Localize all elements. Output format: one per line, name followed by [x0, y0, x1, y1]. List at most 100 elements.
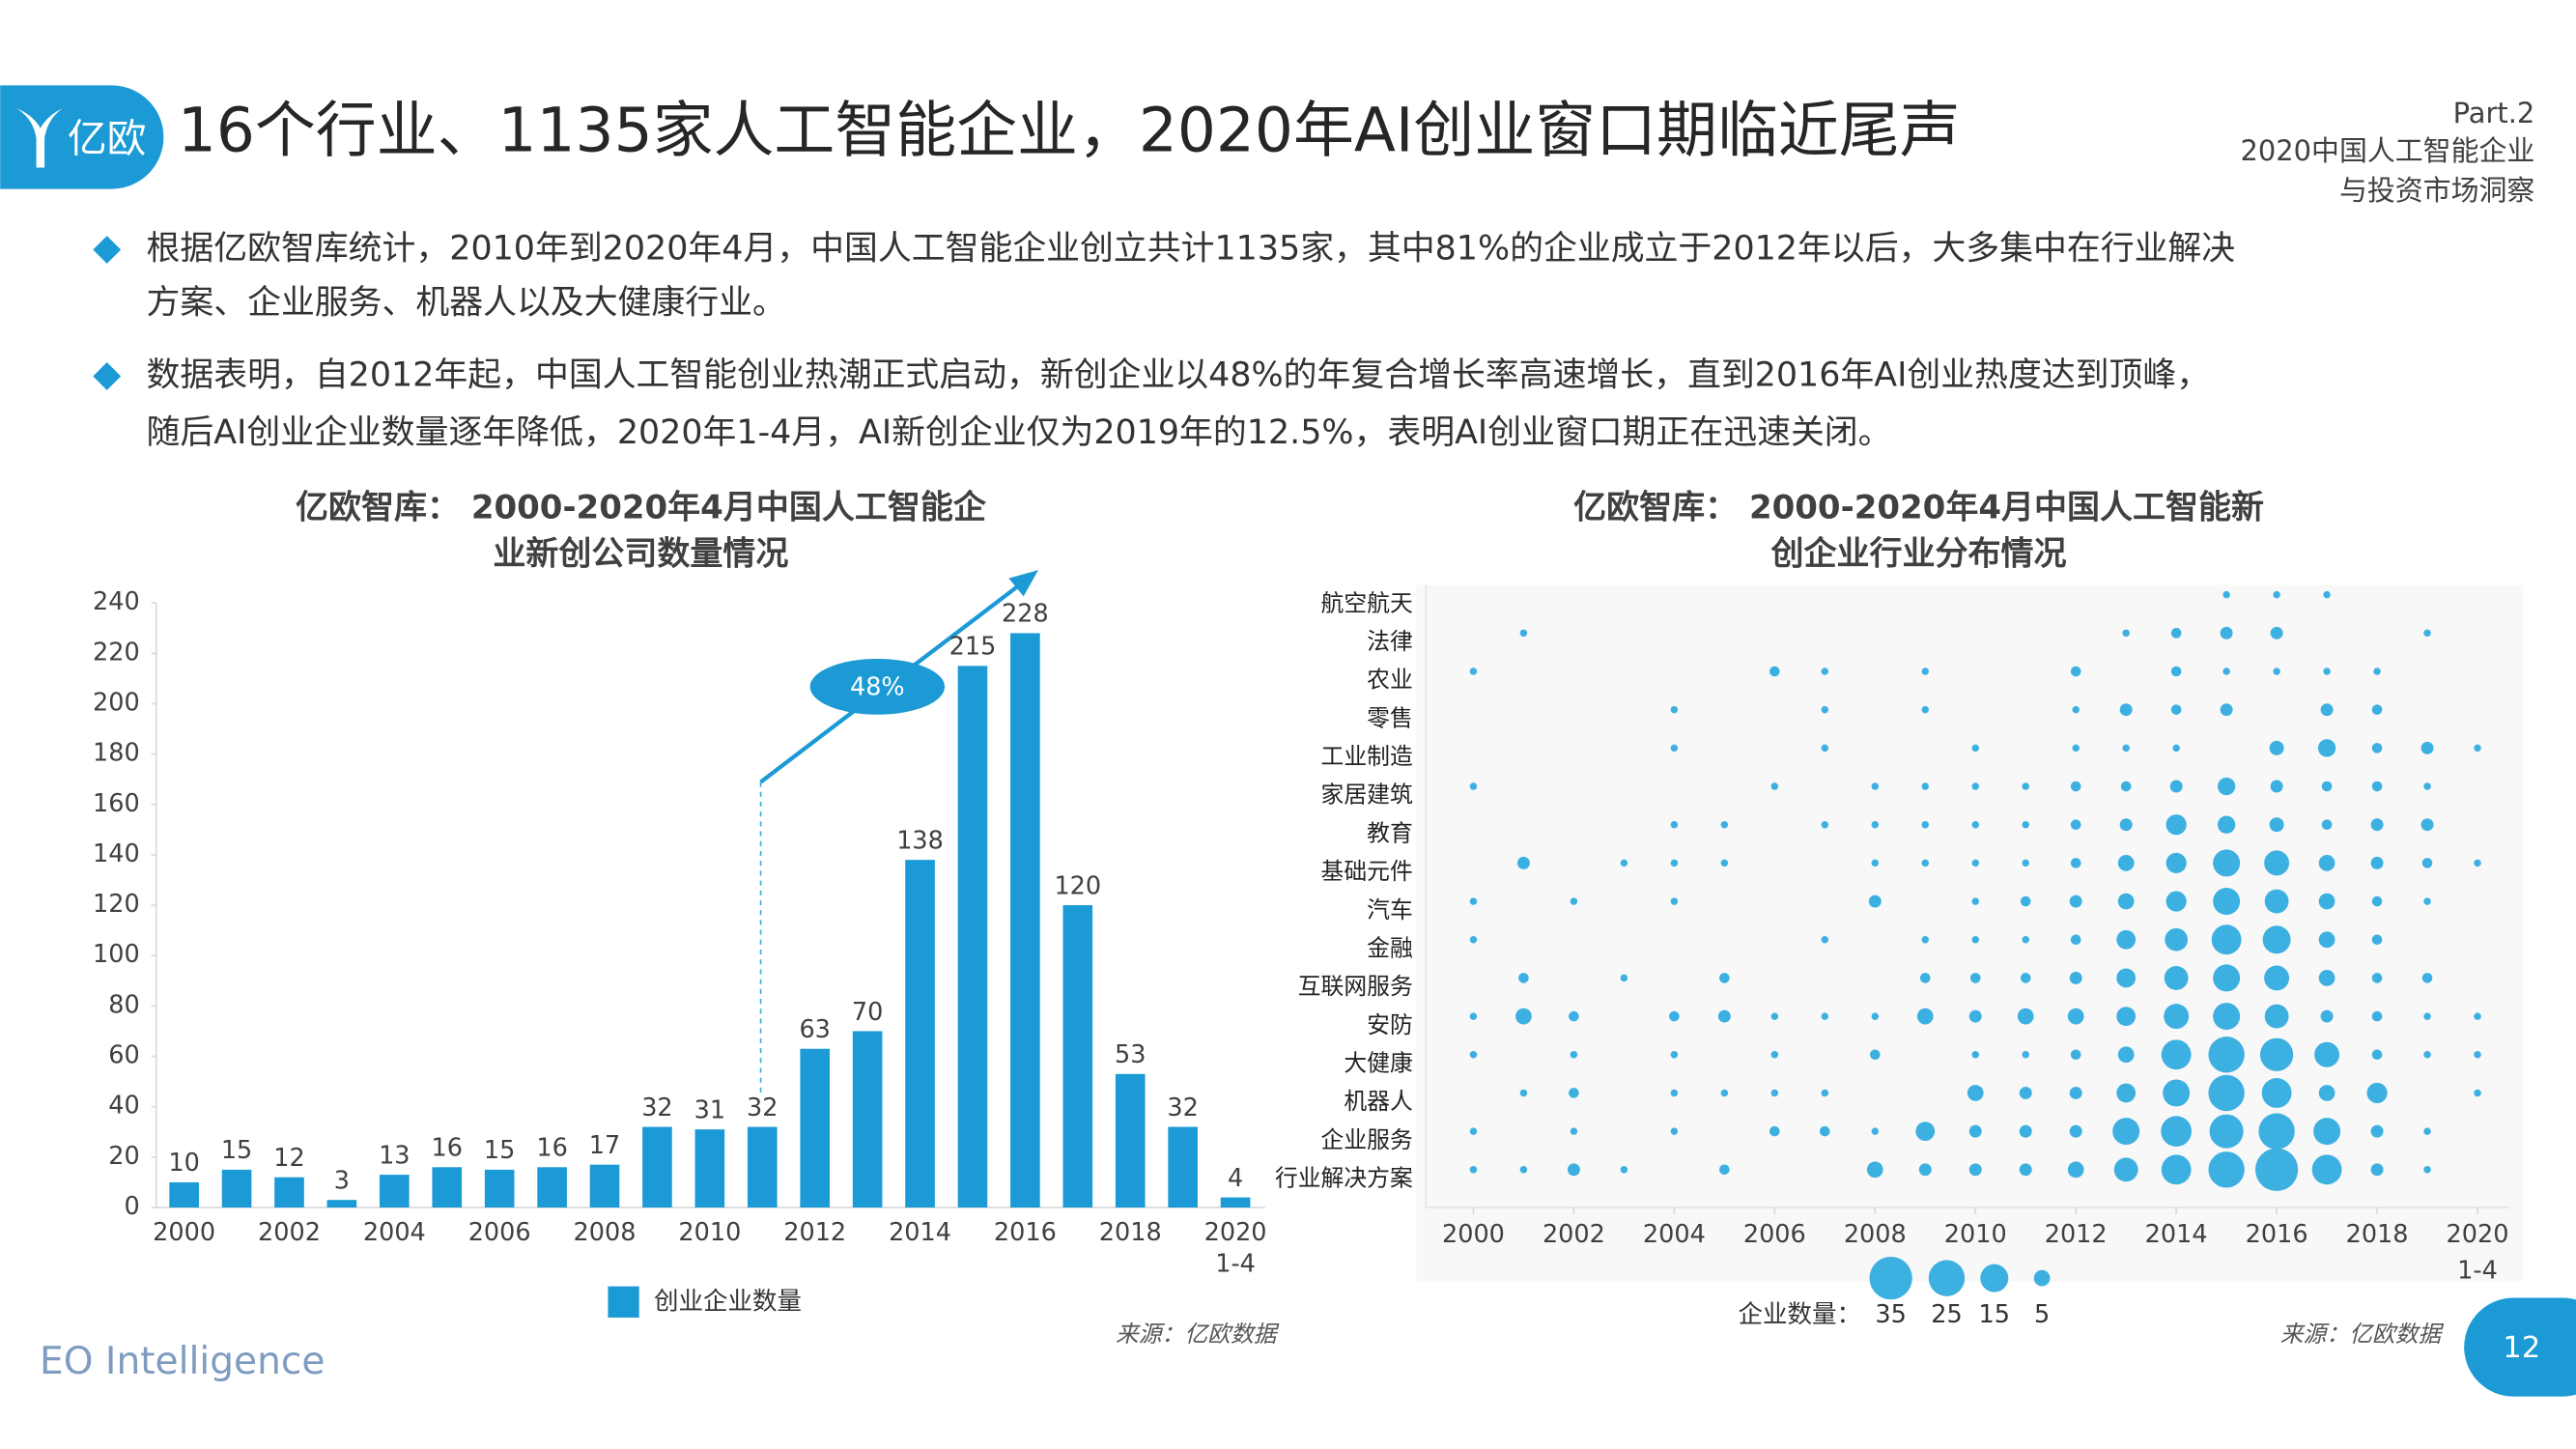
bubble [2371, 704, 2383, 715]
bubble [2070, 858, 2081, 868]
bar [432, 1167, 463, 1208]
bubble [1821, 705, 1829, 714]
bubble [2314, 1041, 2340, 1067]
value-label: 4 [1228, 1164, 1243, 1193]
bubble [2119, 818, 2133, 832]
bar [1168, 1126, 1198, 1208]
bubble [1570, 897, 1578, 905]
bubble [2069, 895, 2082, 908]
y-category-label: 机器人 [1344, 1088, 1412, 1115]
bubble [2070, 781, 2081, 792]
bubble [2371, 743, 2383, 753]
size-legend-value: 25 [1931, 1300, 1962, 1329]
bubble [1871, 1012, 1880, 1020]
bar [800, 1048, 831, 1208]
bubble [1869, 1049, 1881, 1061]
x-tick-label: 2008 [1844, 1220, 1907, 1249]
bubble [2318, 931, 2335, 949]
bubble [1969, 973, 1981, 983]
bubble [1518, 973, 1529, 983]
bubble [2072, 744, 2080, 753]
bubble [1968, 1009, 1982, 1023]
annotation-text: 48% [850, 673, 905, 702]
bubble [1871, 859, 1880, 867]
x-tick-label: 2018 [2346, 1220, 2409, 1249]
bubble [2213, 849, 2241, 877]
bar [852, 1031, 883, 1208]
bubble [2320, 1009, 2334, 1023]
value-label: 15 [221, 1136, 252, 1165]
x-tick-label: 2002 [1543, 1220, 1605, 1249]
y-category-label: 金融 [1367, 934, 1413, 961]
bubble [2119, 703, 2133, 717]
bubble [2371, 1010, 2383, 1022]
bubble [2421, 858, 2433, 868]
y-category-label: 大健康 [1344, 1049, 1412, 1076]
bubble [2069, 1086, 2082, 1099]
bar [169, 1181, 199, 1208]
bubble [2474, 859, 2481, 867]
bubble [2022, 1051, 2029, 1059]
bar [957, 666, 988, 1208]
bubble [2020, 973, 2031, 983]
bar [221, 1169, 252, 1208]
x-tick-label: 2000 [153, 1218, 215, 1247]
bubble [1971, 897, 1979, 905]
bubble [2222, 668, 2230, 675]
bubble [2116, 1007, 2137, 1026]
bubble [2213, 888, 2241, 916]
bubble [2370, 1163, 2384, 1177]
bubble [2262, 925, 2291, 954]
bubble [2166, 891, 2187, 912]
brand: EO Intelligence [40, 1340, 325, 1383]
chart-title: 创企业行业分布情况 [1770, 534, 2067, 573]
bubble [2474, 1089, 2481, 1097]
y-tick-label: 60 [108, 1041, 139, 1070]
size-legend-value: 5 [2034, 1300, 2050, 1329]
y-category-label: 基础元件 [1321, 858, 1413, 885]
bubble [1821, 668, 1829, 675]
bubble [1769, 666, 1780, 677]
size-legend-bubble [1980, 1264, 2009, 1293]
bubble [1469, 1051, 1478, 1059]
bubble [2120, 781, 2132, 792]
bubble [2170, 704, 2182, 715]
bar [694, 1129, 725, 1208]
bubble [1871, 1127, 1880, 1135]
bubble [2323, 668, 2331, 675]
bar [484, 1169, 515, 1208]
x-tick-label: 2012 [783, 1218, 846, 1247]
bubble [1620, 859, 1628, 867]
bubble [1720, 820, 1729, 829]
x-tick-label: 2016 [2246, 1220, 2308, 1249]
bubble [1670, 897, 1679, 905]
bar [1062, 905, 1093, 1208]
bubble [2116, 929, 2137, 950]
bubble [1821, 820, 1829, 829]
bubble [2217, 777, 2236, 796]
bubble [1770, 1012, 1779, 1020]
bubble [1519, 629, 1528, 638]
bubble [2321, 781, 2333, 792]
page-number: 12 [2503, 1331, 2540, 1365]
bubble [1971, 744, 1979, 753]
bubble [2261, 1078, 2292, 1108]
bubble [1971, 859, 1979, 867]
bubble [1516, 856, 1530, 869]
x-tick-label: 2008 [574, 1218, 637, 1247]
bubble [2170, 666, 2182, 677]
bubble [2019, 1163, 2032, 1177]
bubble [2164, 1004, 2190, 1030]
y-category-label: 零售 [1367, 704, 1413, 731]
bubble [2022, 782, 2029, 790]
y-tick-label: 220 [93, 638, 140, 667]
bubble [2420, 741, 2434, 754]
bubble [2269, 817, 2284, 833]
bar [380, 1175, 410, 1208]
bubble [1918, 1163, 1932, 1177]
bubble [1717, 1009, 1731, 1023]
chart-title: 业新创公司数量情况 [493, 534, 788, 573]
y-category-label: 法律 [1367, 628, 1413, 655]
bubble [1866, 1161, 1883, 1179]
